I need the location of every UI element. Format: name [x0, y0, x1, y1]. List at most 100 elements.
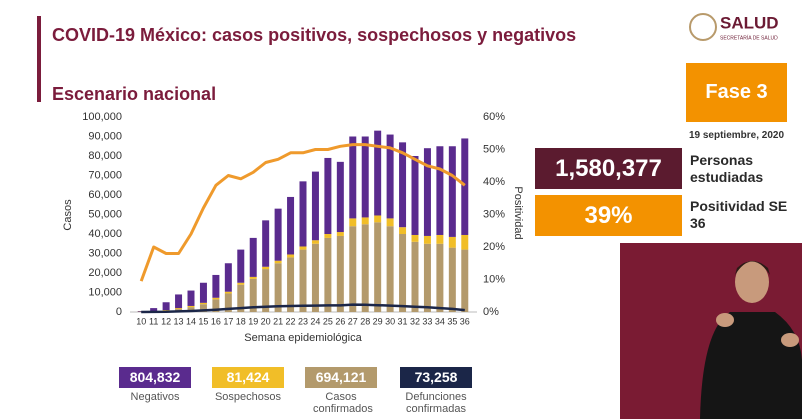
- x-tick-label: 36: [460, 316, 470, 326]
- bar-segment: [461, 249, 469, 312]
- bar-segment: [311, 171, 319, 241]
- bar-segment: [374, 215, 382, 223]
- y-tick-label: 10,000: [88, 286, 122, 298]
- bar-segment: [162, 302, 170, 311]
- bar-segment: [187, 307, 195, 312]
- bar-segment: [311, 240, 319, 244]
- x-axis-title: Semana epidemiológica: [244, 332, 362, 344]
- x-tick-label: 26: [335, 316, 345, 326]
- bar-segment: [411, 241, 419, 312]
- bar-segment: [436, 243, 444, 312]
- bar-segment: [361, 217, 369, 225]
- x-tick-label: 24: [310, 316, 320, 326]
- stat-value: 39%: [535, 195, 682, 236]
- y2-tick-label: 10%: [483, 273, 505, 285]
- y-axis-title: Casos: [62, 199, 74, 231]
- x-tick-label: 35: [447, 316, 457, 326]
- date: 19 septiembre, 2020: [688, 130, 785, 141]
- bar-segment: [212, 297, 220, 300]
- y2-tick-label: 50%: [483, 143, 505, 155]
- bar-segment: [262, 269, 270, 312]
- bar-segment: [336, 161, 344, 233]
- bar-segment: [324, 237, 332, 312]
- bar-segment: [299, 246, 307, 250]
- bar-segment: [237, 249, 245, 283]
- y-tick-label: 70,000: [88, 169, 122, 181]
- bar-segment: [436, 146, 444, 235]
- x-tick-label: 23: [298, 316, 308, 326]
- bar-segment: [324, 234, 332, 238]
- x-tick-label: 19: [248, 316, 258, 326]
- legend-label: Defunciones confirmadas: [405, 391, 467, 415]
- chart-title: COVID-19 México: casos positivos, sospec…: [52, 25, 576, 45]
- bar-segment: [411, 156, 419, 235]
- bar-segment: [411, 234, 419, 242]
- bar-segment: [274, 208, 282, 261]
- bar-segment: [399, 227, 407, 234]
- bar-segment: [349, 226, 357, 312]
- x-tick-label: 17: [223, 316, 233, 326]
- bar-segment: [299, 249, 307, 312]
- bar-segment: [299, 181, 307, 247]
- y2-tick-label: 30%: [483, 208, 505, 220]
- bar-segment: [448, 236, 456, 248]
- phase-badge: Fase 3: [686, 63, 787, 122]
- bar-segment: [287, 257, 295, 312]
- x-tick-label: 13: [174, 316, 184, 326]
- y-tick-label: 50,000: [88, 208, 122, 220]
- bar-segment: [336, 235, 344, 312]
- legend-total: 73,258: [400, 367, 472, 388]
- x-tick-label: 10: [136, 316, 146, 326]
- y-tick-label: 30,000: [88, 247, 122, 259]
- bar-segment: [311, 243, 319, 312]
- logo-tagline: SECRETARÍA DE SALUD: [720, 34, 778, 41]
- bar-segment: [324, 157, 332, 234]
- x-tick-label: 14: [186, 316, 196, 326]
- bar-segment: [199, 302, 207, 305]
- bar-segment: [175, 294, 183, 309]
- bar-segment: [461, 234, 469, 250]
- stat-label: Positividad SE 36: [690, 198, 788, 231]
- bar-segment: [187, 290, 195, 306]
- bar-segment: [287, 196, 295, 255]
- bar-segment: [212, 299, 220, 312]
- x-tick-label: 20: [261, 316, 271, 326]
- y-tick-label: 0: [116, 306, 122, 318]
- bar-segment: [224, 263, 232, 292]
- y2-tick-label: 60%: [483, 111, 505, 123]
- x-tick-label: 30: [385, 316, 395, 326]
- x-tick-label: 34: [435, 316, 445, 326]
- y2-tick-label: 40%: [483, 176, 505, 188]
- bar-segment: [386, 226, 394, 312]
- line-series: [139, 143, 466, 282]
- y2-tick-label: 20%: [483, 241, 505, 253]
- bar-segment: [187, 305, 195, 308]
- bar-segment: [386, 134, 394, 219]
- bar-segment: [224, 291, 232, 294]
- x-tick-label: 12: [161, 316, 171, 326]
- x-tick-label: 22: [286, 316, 296, 326]
- bar-segment: [336, 232, 344, 236]
- x-tick-label: 28: [360, 316, 370, 326]
- y-tick-label: 90,000: [88, 130, 122, 142]
- line-series: [141, 303, 465, 314]
- legend-label: Sospechosos: [214, 391, 282, 403]
- bar-segment: [423, 235, 431, 244]
- x-tick-label: 25: [323, 316, 333, 326]
- bar-segment: [199, 304, 207, 312]
- bar-segment: [374, 130, 382, 216]
- x-tick-label: 32: [410, 316, 420, 326]
- bar-segment: [448, 247, 456, 312]
- y-tick-label: 60,000: [88, 189, 122, 201]
- bar-segment: [399, 234, 407, 312]
- bar-segment: [262, 266, 270, 270]
- x-tick-label: 27: [348, 316, 358, 326]
- bar-segment: [224, 293, 232, 312]
- x-tick-label: 33: [422, 316, 432, 326]
- bar-segment: [150, 308, 158, 312]
- y2-tick-label: 0%: [483, 306, 499, 318]
- bar-segment: [237, 284, 245, 312]
- legend-total: 694,121: [305, 367, 377, 388]
